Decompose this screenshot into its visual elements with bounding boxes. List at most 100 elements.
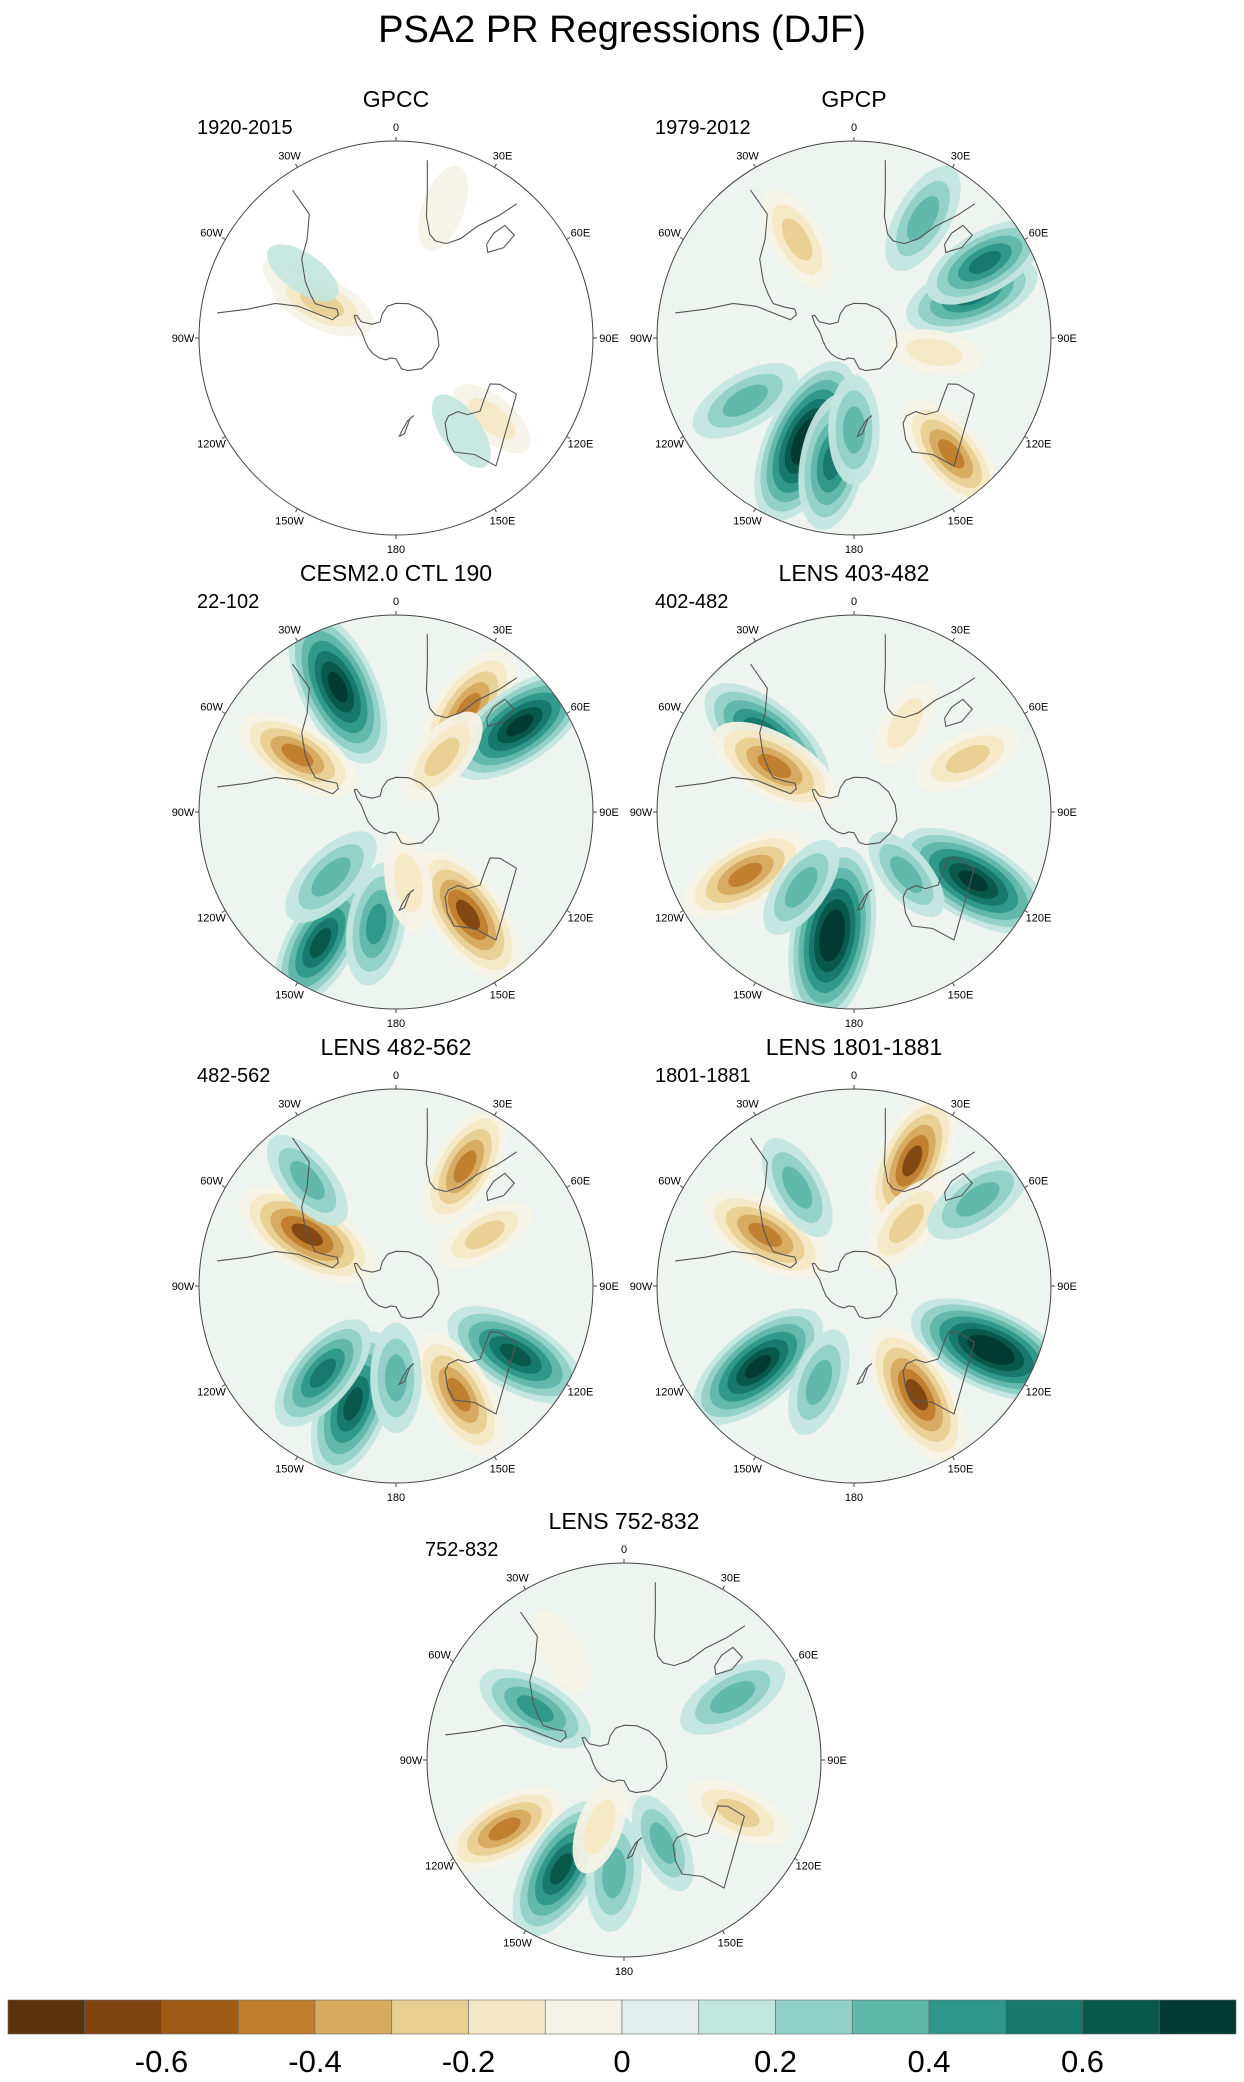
anomaly-contour [583,1799,616,1856]
longitude-label: 120E [1026,1387,1052,1399]
anomaly-contour [393,853,424,913]
longitude-label: 150W [503,1938,532,1950]
anomaly-contour [446,1377,471,1412]
anomaly-contour [902,1145,923,1177]
longitude-label: 150E [948,1464,974,1476]
colorbar-swatch [84,1999,162,2035]
coastline [902,383,976,467]
anomaly-contour [455,899,481,930]
anomaly-contour [889,1204,924,1243]
map-panel: CESM2.0 CTL 190 22-102 0 30E 60E 90E 120E 150E 1… [172,560,619,1030]
coastline [486,224,516,254]
anomaly-contour [431,394,491,469]
coastline [445,1611,568,1743]
longitude-label: 60E [1029,1176,1049,1188]
colorbar-tick-label: 0.4 [907,2044,950,2079]
coastline [398,1363,415,1386]
anomaly-contour [887,697,924,749]
longitude-label: 120W [425,1861,454,1873]
coastline [944,698,974,728]
coastline [425,634,518,719]
panel-period: 22-102 [197,591,259,613]
longitude-label: 0 [851,122,857,134]
coastline [486,1172,516,1202]
longitude-label: 150E [948,516,974,528]
longitude-label: 120E [568,1387,594,1399]
longitude-label: 30E [951,1098,971,1110]
anomaly-contour [958,870,989,892]
longitude-label: 30E [951,150,971,162]
longitude-label: 30W [736,150,759,162]
colorbar-tick-label: -0.2 [442,2044,495,2079]
longitude-label: 150W [733,990,762,1002]
longitude-label: 150W [733,1464,762,1476]
panel-title: GPCP [821,86,886,112]
coastline [398,889,415,912]
anomaly-contour [366,903,387,945]
longitude-label: 60E [1029,228,1049,240]
panel-period: 1920-2015 [197,117,293,139]
coastline [353,302,440,372]
longitude-label: 90E [599,807,619,819]
longitude-label: 30E [951,624,971,636]
figure-title: PSA2 PR Regressions (DJF) [378,9,866,51]
colorbar-swatch [775,1999,853,2035]
anomaly-contour [309,1358,337,1388]
map-background [427,1563,821,1957]
anomaly-contour [906,195,940,242]
longitude-label: 150E [490,1464,516,1476]
colorbar-swatch [468,1999,546,2035]
coastline [444,383,518,467]
longitude-label: 120W [197,439,226,451]
longitude-label: 180 [387,1492,405,1504]
longitude-label: 150W [275,990,304,1002]
coastline [217,663,340,795]
longitude-label: 30E [493,624,513,636]
longitude-label: 60E [571,228,591,240]
coastline [353,776,440,846]
map-panel: LENS 752-832 752-832 0 30E 60E 90E 120E 150E 180… [400,1508,847,1978]
longitude-label: 30W [736,1098,759,1110]
longitude-label: 60W [658,1176,681,1188]
anomaly-contour [728,862,763,887]
panel-period: 1979-2012 [655,117,751,139]
colorbar-swatch [851,1999,930,2035]
map-panel: LENS 482-562 482-562 0 30E 60E 90E 120E 150E 180… [172,1034,619,1504]
coastline [444,857,518,941]
coastline [675,663,798,795]
longitude-label: 60E [571,702,591,714]
anomaly-contour [757,753,792,779]
colorbar-swatch [391,1999,469,2035]
longitude-label: 120E [1026,439,1052,451]
colorbar-swatch [621,1999,700,2035]
anomaly-contour [649,1822,677,1864]
longitude-label: 90E [1057,807,1077,819]
longitude-label: 60W [200,702,223,714]
longitude-label: 150E [490,990,516,1002]
coastline [883,634,976,719]
longitude-label: 30E [721,1572,741,1584]
anomaly-contour [343,1387,363,1421]
colorbar-swatch [314,1999,393,2035]
coastline [672,1805,746,1889]
anomaly-contour [710,1681,756,1714]
longitude-label: 180 [845,1492,863,1504]
anomaly-contour [781,218,813,261]
colorbar-swatch [237,1999,316,2035]
anomaly-contour [938,439,965,469]
longitude-label: 30E [493,1098,513,1110]
coastline [353,1250,440,1320]
anomaly-contour [722,384,768,417]
longitude-label: 180 [387,544,405,556]
colorbar-swatch [928,1999,1007,2035]
anomaly-contour [384,1354,408,1402]
longitude-label: 30W [506,1572,529,1584]
coastline [944,1172,974,1202]
longitude-label: 120W [197,1387,226,1399]
longitude-label: 180 [615,1966,633,1978]
anomaly-contour [744,1354,771,1379]
longitude-label: 60E [1029,702,1049,714]
longitude-label: 120E [568,913,594,925]
anomaly-contour [327,671,348,703]
